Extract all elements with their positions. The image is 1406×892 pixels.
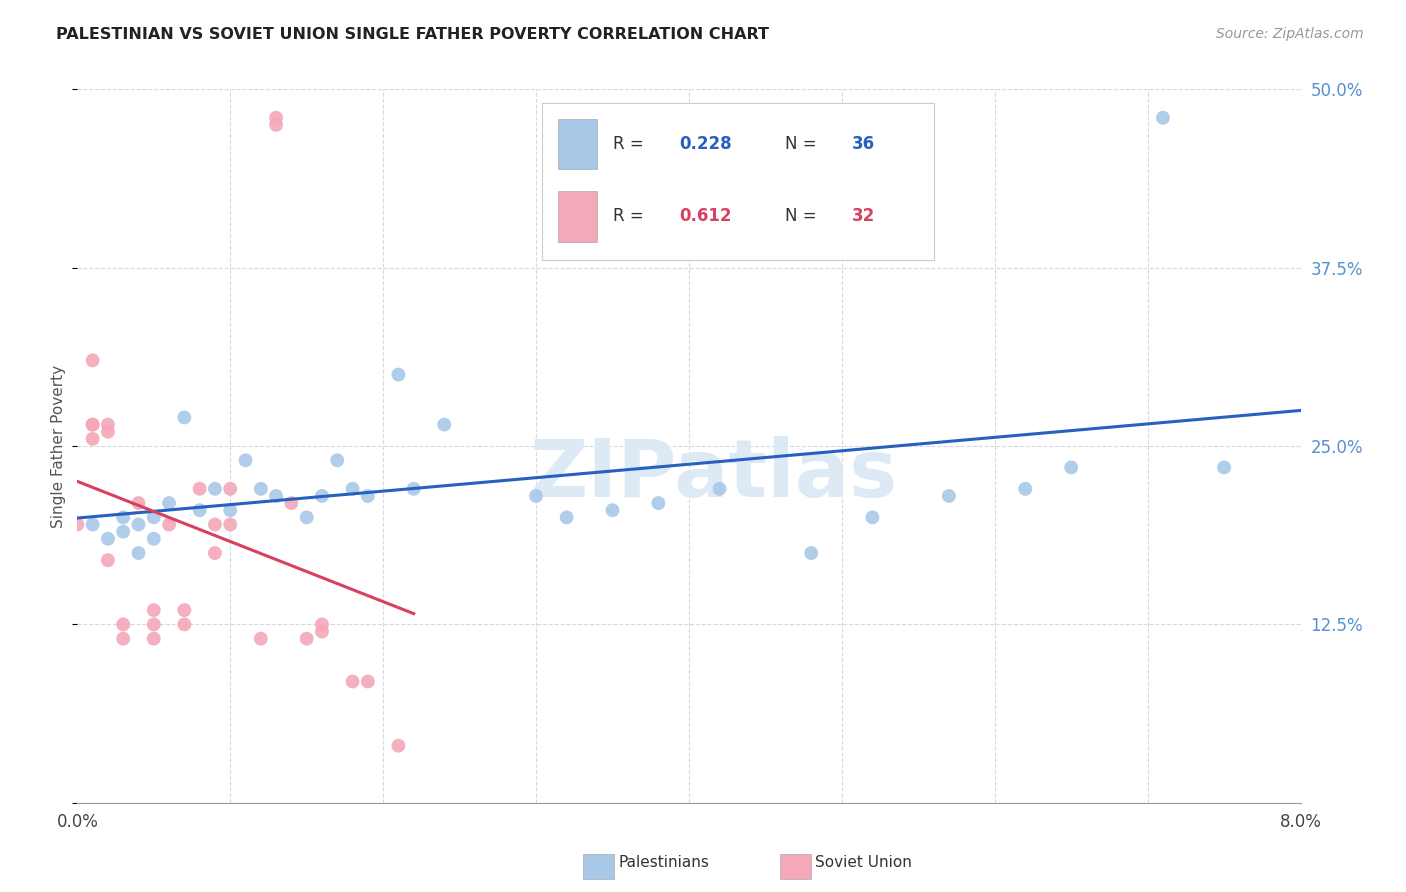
Point [602,503,624,517]
Point [97,553,120,567]
Point [142,603,165,617]
Point [219,482,242,496]
Point [82,417,104,432]
Point [204,482,226,496]
Point [204,517,226,532]
Point [188,482,211,496]
Point [295,632,318,646]
Point [264,111,287,125]
Point [219,517,242,532]
Point [357,489,380,503]
Point [82,417,104,432]
Point [862,510,884,524]
Point [157,517,180,532]
Point [387,739,409,753]
Point [82,517,104,532]
Point [555,510,578,524]
Point [82,353,104,368]
Point [204,546,226,560]
Point [112,617,135,632]
Point [142,532,165,546]
Point [112,632,135,646]
Point [97,532,120,546]
Point [311,617,333,632]
Point [128,496,150,510]
Point [1152,111,1174,125]
Text: Source: ZipAtlas.com: Source: ZipAtlas.com [1216,27,1364,41]
Text: Soviet Union: Soviet Union [815,855,912,870]
Point [800,546,823,560]
Point [357,674,380,689]
Point [250,632,273,646]
Point [188,503,211,517]
Point [311,489,333,503]
Point [97,417,120,432]
Point [1060,460,1083,475]
Point [709,482,731,496]
Point [219,503,242,517]
Point [1213,460,1236,475]
Point [433,417,456,432]
Point [326,453,349,467]
Point [402,482,425,496]
Text: Palestinians: Palestinians [619,855,710,870]
Point [173,603,195,617]
Point [173,617,195,632]
Point [235,453,257,467]
Point [66,517,89,532]
Point [387,368,409,382]
Point [157,496,180,510]
Point [1014,482,1036,496]
Text: PALESTINIAN VS SOVIET UNION SINGLE FATHER POVERTY CORRELATION CHART: PALESTINIAN VS SOVIET UNION SINGLE FATHE… [56,27,769,42]
Text: ZIPatlas: ZIPatlas [529,435,897,514]
Point [82,432,104,446]
Point [295,510,318,524]
Point [173,410,195,425]
Point [938,489,960,503]
Point [524,489,547,503]
Point [342,674,364,689]
Point [264,489,287,503]
Point [311,624,333,639]
Y-axis label: Single Father Poverty: Single Father Poverty [51,365,66,527]
Point [142,510,165,524]
Point [112,524,135,539]
Point [112,510,135,524]
Point [142,617,165,632]
Point [128,546,150,560]
Point [250,482,273,496]
Point [264,118,287,132]
Point [280,496,302,510]
Point [342,482,364,496]
Point [142,632,165,646]
Point [128,517,150,532]
Point [97,425,120,439]
Point [647,496,669,510]
